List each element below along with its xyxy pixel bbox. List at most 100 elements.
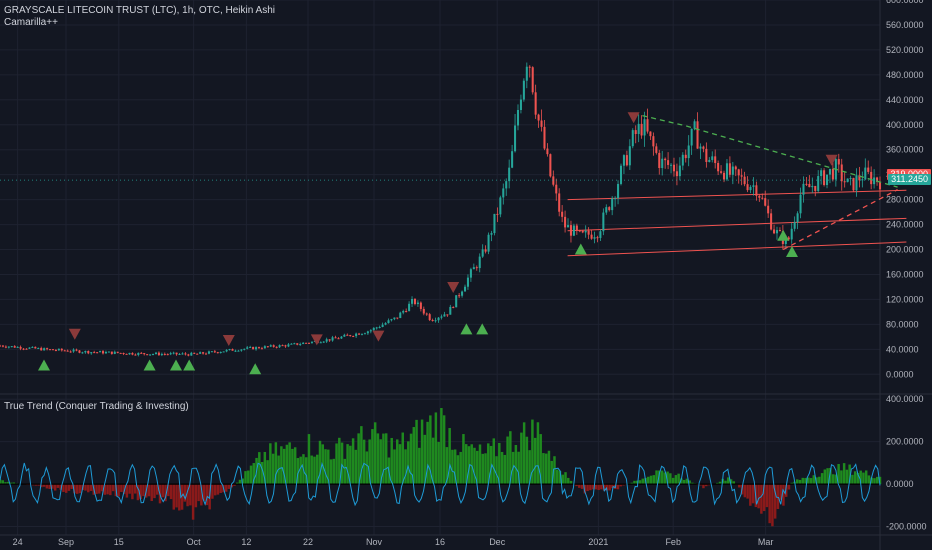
oscillator-line: [0, 461, 881, 507]
candle-body: [393, 317, 396, 320]
sell-signal-marker: [372, 330, 385, 342]
histogram-bar: [64, 484, 68, 493]
histogram-bar: [801, 477, 804, 485]
histogram-bar: [660, 470, 664, 485]
histogram-bar: [409, 433, 413, 485]
candle-body: [749, 186, 752, 191]
histogram-bar: [100, 484, 104, 492]
candle-body: [764, 198, 767, 206]
candle-body: [664, 158, 667, 161]
buy-signal-marker: [460, 323, 473, 335]
candle-body: [260, 348, 263, 350]
candle-body: [299, 344, 302, 346]
price-axis-label: 520.0000: [886, 45, 924, 55]
histogram-bar: [398, 444, 402, 485]
histogram-bar: [241, 478, 244, 485]
histogram-bar: [517, 451, 520, 485]
histogram-bar: [51, 484, 54, 489]
histogram-bar: [586, 484, 589, 492]
candle-body: [25, 348, 28, 350]
histogram-bar: [37, 484, 40, 486]
candle-body: [528, 66, 531, 68]
oscillator-axis-label: 200.0000: [886, 437, 924, 447]
candle-body: [864, 167, 867, 180]
histogram-bar: [578, 484, 581, 488]
histogram-bar: [533, 437, 537, 485]
candle-body: [564, 216, 567, 228]
price-axis-label: 400.0000: [886, 120, 924, 130]
histogram-bar: [470, 444, 473, 485]
candle-body: [808, 183, 811, 188]
candle-body: [290, 343, 293, 345]
histogram-bar: [156, 484, 159, 495]
histogram-bar: [484, 453, 487, 485]
candle-body: [363, 333, 366, 335]
histogram-bar: [299, 456, 302, 485]
histogram-bar: [591, 484, 595, 490]
histogram-bar: [0, 479, 2, 485]
histogram-bar: [757, 484, 760, 509]
histogram-bar: [812, 475, 816, 485]
histogram-bar: [153, 484, 156, 499]
histogram-bar: [133, 484, 137, 494]
candle-body: [352, 336, 355, 338]
histogram-bar: [870, 477, 873, 485]
symbol-legend[interactable]: GRAYSCALE LITECOIN TRUST (LTC), 1h, OTC,…: [4, 5, 275, 16]
camarilla-legend[interactable]: Camarilla++: [4, 17, 58, 28]
candle-body: [519, 99, 522, 111]
trendline: [633, 112, 898, 188]
histogram-bar: [658, 470, 661, 485]
histogram-bar: [445, 447, 449, 485]
true-trend-legend[interactable]: True Trend (Conquer Trading & Investing): [4, 401, 189, 412]
histogram-bar: [522, 422, 526, 485]
candle-body: [708, 159, 711, 162]
candle-body: [522, 80, 525, 100]
candle-body: [263, 346, 266, 349]
candle-body: [328, 339, 331, 341]
candle-body: [172, 352, 175, 354]
histogram-bar: [495, 456, 498, 485]
candle-body: [60, 348, 63, 351]
histogram-bar: [481, 453, 484, 485]
candle-body: [702, 146, 705, 149]
histogram-bar: [376, 433, 380, 485]
histogram-bar: [859, 470, 862, 485]
histogram-bar: [346, 444, 349, 485]
time-axis-label: 24: [13, 537, 23, 547]
histogram-bar: [804, 478, 807, 485]
histogram-bar: [636, 480, 639, 485]
histogram-bar: [67, 484, 71, 491]
candle-body: [96, 352, 99, 354]
candle-body: [281, 345, 284, 347]
candle-body: [861, 179, 864, 181]
histogram-bar: [773, 484, 777, 519]
candle-body: [113, 351, 116, 354]
histogram-bar: [189, 484, 192, 506]
camarilla-level-line: [567, 217, 907, 232]
candle-body: [814, 185, 817, 191]
candle-body: [561, 211, 564, 217]
candle-body: [437, 317, 440, 321]
histogram-bar: [864, 470, 868, 485]
histogram-bar: [561, 474, 564, 485]
histogram-bar: [702, 484, 705, 489]
histogram-bar: [451, 449, 454, 485]
candle-body: [693, 121, 696, 129]
histogram-bar: [564, 472, 567, 485]
histogram-bar: [851, 474, 854, 485]
candle-body: [378, 326, 381, 328]
candle-body: [284, 345, 287, 347]
candle-body: [867, 167, 870, 172]
histogram-bar: [553, 456, 556, 485]
candle-body: [302, 342, 305, 345]
histogram-bar: [589, 484, 592, 491]
candle-body: [93, 352, 96, 354]
histogram-bar: [765, 484, 769, 508]
candle-body: [54, 349, 57, 351]
price-axis-label: 560.0000: [886, 20, 924, 30]
candle-body: [166, 354, 169, 356]
histogram-bar: [671, 477, 675, 485]
candle-body: [531, 67, 534, 93]
candle-body: [322, 341, 325, 343]
